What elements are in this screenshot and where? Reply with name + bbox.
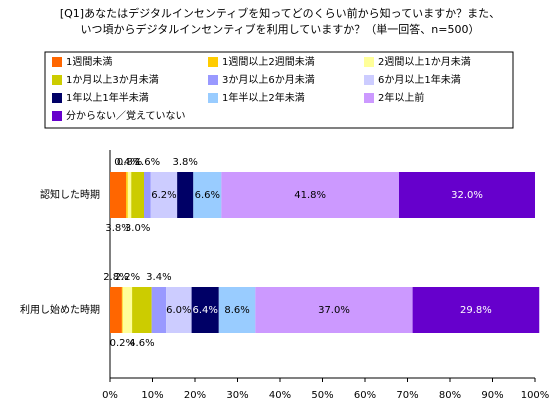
bar-segment bbox=[412, 287, 540, 333]
bar-segment bbox=[218, 287, 256, 333]
legend-swatch bbox=[208, 93, 218, 103]
x-tick-label: 50% bbox=[311, 390, 333, 401]
legend-label: 3か月以上6か月未満 bbox=[222, 74, 315, 86]
legend-swatch bbox=[52, 75, 62, 85]
value-label: 0.8% bbox=[117, 157, 142, 168]
value-label: 37.0% bbox=[318, 305, 350, 316]
legend-swatch bbox=[364, 75, 374, 85]
bar-segment bbox=[166, 287, 192, 333]
bar-segment bbox=[122, 287, 133, 333]
bar-segment bbox=[177, 172, 194, 218]
value-label: 6.6% bbox=[195, 190, 220, 201]
value-label: 2.8% bbox=[103, 272, 128, 283]
chart-title: いつ頃からデジタルインセンティブを利用していますか？（単一回答、n=500） bbox=[81, 22, 480, 36]
legend-swatch bbox=[364, 93, 374, 103]
chart-title: [Q1]あなたはデジタルインセンティブを知ってどのくらい前から知っていますか？ま… bbox=[60, 6, 500, 20]
value-label: 4.6% bbox=[129, 338, 154, 349]
value-label: 6.2% bbox=[151, 190, 176, 201]
legend-label: 1年以上1年半未満 bbox=[66, 91, 149, 104]
bar-segment bbox=[110, 172, 127, 218]
legend-swatch bbox=[52, 93, 62, 103]
bar-segment bbox=[191, 287, 219, 333]
x-tick-label: 10% bbox=[141, 390, 163, 401]
legend-label: 1週間未満 bbox=[66, 56, 112, 68]
x-tick-label: 40% bbox=[269, 390, 291, 401]
value-label: 1.6% bbox=[135, 157, 160, 168]
legend-swatch bbox=[52, 57, 62, 67]
legend-swatch bbox=[208, 57, 218, 67]
legend-label: 1年半以上2年未満 bbox=[222, 91, 305, 104]
value-label: 41.8% bbox=[294, 190, 326, 201]
x-tick-label: 90% bbox=[481, 390, 503, 401]
legend-label: 1か月以上3か月未満 bbox=[66, 74, 159, 86]
x-tick-label: 20% bbox=[184, 390, 206, 401]
x-tick-label: 60% bbox=[354, 390, 376, 401]
value-label: 3.8% bbox=[105, 223, 130, 234]
legend-box bbox=[44, 51, 514, 129]
x-tick-label: 70% bbox=[396, 390, 418, 401]
value-label: 0.4% bbox=[114, 157, 139, 168]
bar-segment bbox=[110, 287, 122, 333]
x-tick-label: 30% bbox=[226, 390, 248, 401]
x-tick-label: 80% bbox=[439, 390, 461, 401]
legend-label: 分からない／覚えていない bbox=[66, 109, 186, 122]
bar-segment bbox=[399, 172, 535, 218]
value-label: 3.4% bbox=[146, 272, 171, 283]
bar-segment bbox=[151, 287, 167, 333]
legend-swatch bbox=[208, 75, 218, 85]
bar-segment bbox=[255, 287, 413, 333]
bar-segment bbox=[127, 172, 132, 218]
legend-label: 6か月以上1年未満 bbox=[378, 73, 461, 86]
legend-label: 2年以上前 bbox=[378, 91, 424, 104]
value-label: 8.6% bbox=[224, 305, 249, 316]
legend-label: 2週間以上1か月未満 bbox=[378, 56, 471, 68]
value-label: 6.4% bbox=[192, 305, 217, 316]
value-label: 0.2% bbox=[110, 338, 135, 349]
legend-label: 1週間以上2週間未満 bbox=[222, 56, 315, 68]
category-label: 利用し始めた時期 bbox=[20, 303, 100, 316]
value-label: 32.0% bbox=[451, 190, 483, 201]
x-tick-label: 100% bbox=[521, 390, 550, 401]
value-label: 3.8% bbox=[173, 157, 198, 168]
bar-segment bbox=[193, 172, 222, 218]
bar-segment bbox=[131, 172, 144, 218]
x-tick-label: 0% bbox=[102, 390, 118, 401]
legend-swatch bbox=[52, 111, 62, 121]
bar-segment bbox=[221, 172, 399, 218]
value-label: 6.0% bbox=[166, 305, 191, 316]
bar-segment bbox=[144, 172, 151, 218]
bar-segment bbox=[150, 172, 178, 218]
bar-segment bbox=[132, 287, 152, 333]
category-label: 認知した時期 bbox=[40, 188, 100, 201]
bar-segment bbox=[126, 172, 128, 218]
value-label: 29.8% bbox=[460, 305, 492, 316]
value-label: 2.2% bbox=[115, 272, 140, 283]
value-label: 3.0% bbox=[125, 223, 150, 234]
bar-segment bbox=[121, 287, 123, 333]
legend-swatch bbox=[364, 57, 374, 67]
